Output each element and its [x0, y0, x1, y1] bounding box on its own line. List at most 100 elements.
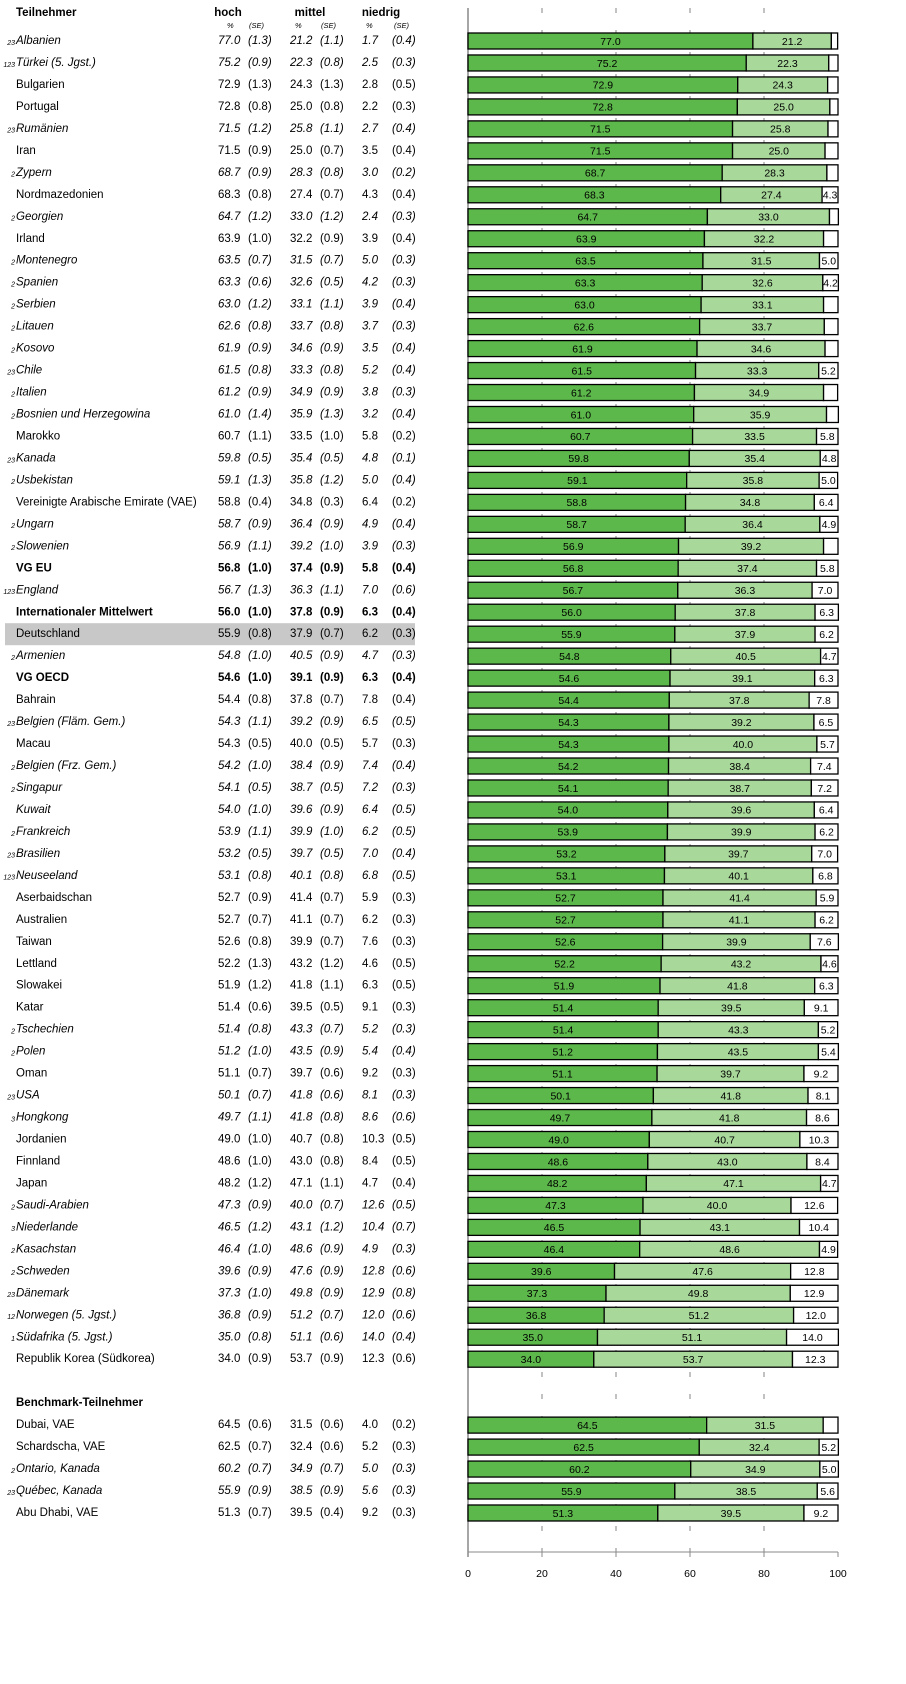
se-cell: (0.4)	[392, 848, 416, 860]
bar-label: 47.6	[692, 1266, 713, 1278]
se-cell: (1.0)	[248, 233, 272, 245]
se-cell: (0.9)	[320, 562, 344, 574]
bar-label: 62.6	[574, 321, 595, 333]
value-cell: 64.7	[218, 211, 241, 223]
bar-segment	[818, 1438, 840, 1456]
bar-segment	[813, 801, 839, 819]
se-cell: (0.9)	[320, 1353, 344, 1365]
se-cell: (0.5)	[320, 782, 344, 794]
bar-segment	[813, 493, 839, 512]
se-cell: (1.3)	[248, 584, 272, 596]
se-cell: (0.7)	[248, 1090, 272, 1102]
row-label: Abu Dhabi, VAE	[16, 1507, 99, 1519]
row-label: Irland	[16, 233, 45, 245]
value-cell: 47.6	[290, 1265, 313, 1277]
value-cell: 61.0	[218, 409, 241, 421]
value-cell: 5.6	[362, 1485, 379, 1497]
bar-label: 63.5	[575, 255, 596, 267]
row-label: Dänemark	[16, 1287, 70, 1299]
bar-label: 6.3	[819, 673, 834, 685]
value-cell: 3.5	[362, 343, 379, 355]
se-cell: (0.3)	[392, 255, 416, 267]
se-cell: (1.2)	[320, 211, 344, 223]
se-cell: (0.3)	[392, 387, 416, 399]
value-cell: 4.3	[362, 189, 378, 201]
row-label: Macau	[16, 738, 51, 750]
bar-segment	[814, 823, 839, 841]
bar-label: 38.4	[729, 761, 750, 773]
value-cell: 33.1	[290, 299, 312, 311]
row-label: Jordanien	[16, 1134, 67, 1146]
se-cell: (0.4)	[392, 189, 416, 201]
value-cell: 2.8	[362, 79, 378, 91]
value-cell: 47.3	[218, 1199, 241, 1211]
row-label: Slowenien	[16, 540, 69, 552]
bar-label: 53.7	[683, 1354, 704, 1366]
bar-segment	[799, 1130, 839, 1149]
se-cell: (0.9)	[248, 1353, 272, 1365]
bar-label: 51.1	[552, 1068, 573, 1080]
bar-segment	[816, 735, 839, 753]
value-cell: 56.8	[218, 562, 241, 574]
bar-segment	[817, 1042, 840, 1061]
value-cell: 39.5	[290, 1507, 312, 1519]
se-cell: (0.9)	[248, 145, 272, 157]
value-cell: 31.5	[290, 1419, 312, 1431]
se-cell: (0.9)	[320, 650, 344, 662]
value-cell: 33.0	[290, 211, 313, 223]
bar-label: 33.7	[752, 321, 773, 333]
bar-label: 75.2	[597, 58, 618, 70]
value-cell: 5.8	[362, 562, 379, 574]
series-header: niedrig	[362, 7, 400, 19]
bar-label: 56.0	[561, 607, 582, 619]
bar-segment	[822, 537, 839, 555]
value-cell: 12.9	[362, 1287, 385, 1299]
bar-segment	[817, 1021, 839, 1039]
se-cell: (0.5)	[392, 716, 416, 728]
value-cell: 37.8	[290, 606, 313, 618]
footnote-mark: 2	[10, 172, 15, 179]
bar-label: 40.0	[707, 1200, 728, 1212]
se-cell: (0.3)	[392, 650, 416, 662]
se-cell: (0.3)	[392, 738, 416, 750]
value-cell: 41.8	[290, 1090, 313, 1102]
bar-label: 63.9	[576, 234, 597, 246]
value-cell: 5.2	[362, 1441, 378, 1453]
bar-segment	[785, 1328, 840, 1346]
value-cell: 68.7	[218, 167, 241, 179]
value-cell: 25.0	[290, 145, 312, 157]
bar-segment	[814, 603, 840, 621]
se-cell: (0.3)	[392, 1090, 416, 1102]
se-cell: (0.8)	[320, 101, 344, 113]
bar-label: 55.9	[561, 1486, 582, 1498]
bar-label: 25.0	[773, 102, 794, 114]
value-cell: 52.2	[218, 958, 240, 970]
row-label: Neuseeland	[16, 870, 78, 882]
value-cell: 33.3	[290, 365, 313, 377]
se-cell: (0.7)	[320, 628, 344, 640]
value-cell: 5.0	[362, 255, 379, 267]
bar-label: 54.3	[558, 717, 579, 729]
value-cell: 2.2	[362, 101, 378, 113]
footnote-mark: 3	[11, 1116, 15, 1123]
bar-label: 7.2	[817, 783, 832, 795]
value-cell: 52.7	[218, 892, 240, 904]
bar-label: 46.4	[544, 1244, 565, 1256]
se-cell: (0.3)	[392, 782, 416, 794]
section-title: Benchmark-Teilnehmer	[16, 1397, 143, 1409]
se-cell: (0.3)	[392, 892, 416, 904]
bar-label: 41.8	[720, 1090, 741, 1102]
bar-label: 52.7	[555, 893, 576, 905]
se-cell: (1.1)	[248, 1112, 272, 1124]
x-tick-label: 0	[465, 1568, 471, 1580]
se-cell: (0.7)	[320, 1199, 344, 1211]
value-cell: 7.6	[362, 936, 378, 948]
se-cell: (0.2)	[392, 1419, 416, 1431]
value-cell: 43.0	[290, 1156, 312, 1168]
bar-label: 39.5	[721, 1002, 742, 1014]
value-cell: 7.0	[362, 584, 379, 596]
bar-segment	[825, 405, 840, 424]
value-cell: 54.8	[218, 650, 241, 662]
value-cell: 35.0	[218, 1331, 241, 1343]
se-cell: (1.0)	[320, 430, 344, 442]
